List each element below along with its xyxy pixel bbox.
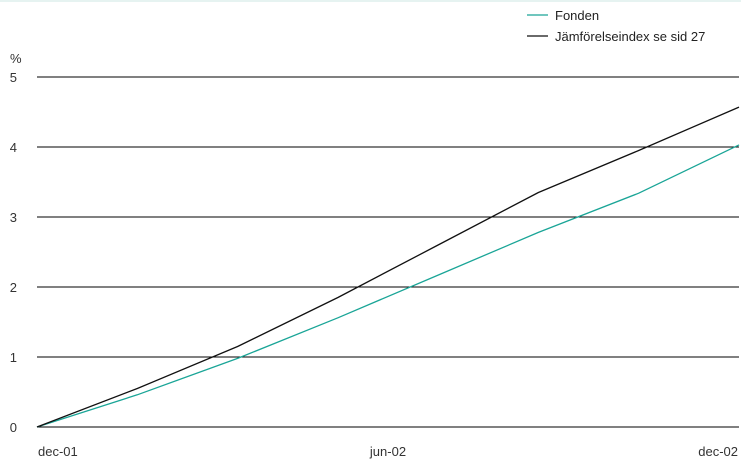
y-tick-label: 0 — [10, 420, 17, 435]
y-tick-label: 1 — [10, 350, 17, 365]
series-lines — [36, 106, 740, 428]
series-line-jamforelseindex — [36, 106, 740, 428]
series-line-fonden — [36, 144, 740, 428]
y-tick-label: 2 — [10, 280, 17, 295]
y-tick-label: 5 — [10, 70, 17, 85]
legend: Fonden Jämförelseindex se sid 27 — [527, 8, 705, 44]
legend-entry: Fonden — [555, 8, 599, 23]
legend-entry: Jämförelseindex se sid 27 — [555, 29, 705, 44]
grid-lines — [0, 0, 741, 428]
y-tick-label: 4 — [10, 140, 17, 155]
y-axis-unit-label: % — [10, 51, 22, 66]
x-tick-label: dec-01 — [38, 444, 78, 459]
x-tick-label: jun-02 — [369, 444, 406, 459]
x-tick-label: dec-02 — [698, 444, 738, 459]
axis-labels: % 0 1 2 3 4 5 dec-01 jun-02 dec-02 — [10, 51, 738, 459]
y-tick-label: 3 — [10, 210, 17, 225]
